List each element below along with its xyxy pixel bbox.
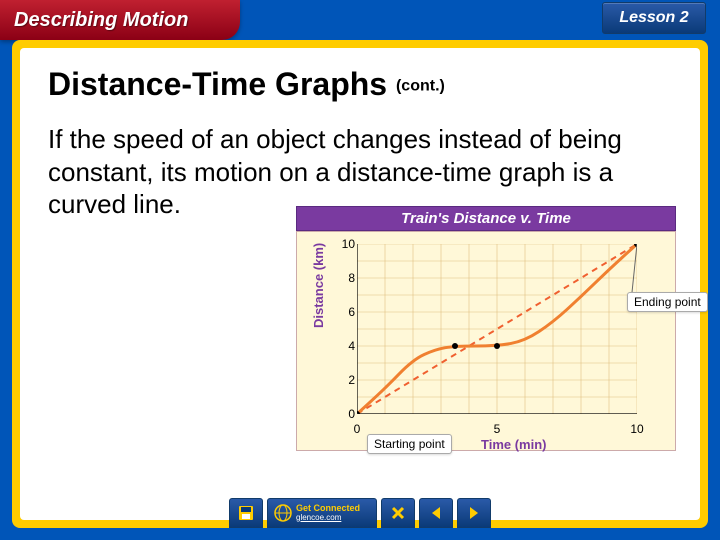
lesson-badge: Lesson 2 (602, 2, 706, 34)
close-icon (390, 505, 406, 521)
content-area: Distance-Time Graphs (cont.) If the spee… (20, 48, 700, 520)
save-icon (237, 505, 255, 521)
xtick: 5 (494, 422, 501, 436)
chart-svg (357, 244, 637, 414)
chart-xlabel: Time (min) (481, 437, 547, 452)
ytick: 2 (341, 373, 355, 387)
page-title: Distance-Time Graphs (cont.) (48, 66, 672, 103)
ytick: 6 (341, 305, 355, 319)
chart-ylabel: Distance (km) (311, 243, 326, 328)
connect-url: glencoe.com (296, 514, 360, 522)
title-text: Distance-Time Graphs (48, 66, 387, 102)
chart-body: Distance (km) 0246810 0510 Tim (296, 231, 676, 451)
slide-root: Describing Motion Lesson 2 Distance-Time… (0, 0, 720, 540)
nav-bar: Get Connected glencoe.com (229, 488, 491, 528)
next-button[interactable] (457, 498, 491, 528)
lesson-label: Lesson 2 (619, 9, 688, 27)
chart-plot: Distance (km) 0246810 0510 Tim (331, 238, 671, 448)
ytick: 10 (341, 237, 355, 251)
outer-frame: Distance-Time Graphs (cont.) If the spee… (12, 40, 708, 528)
callout-starting-point: Starting point (367, 434, 452, 454)
ytick: 8 (341, 271, 355, 285)
chart: Train's Distance v. Time Distance (km) (296, 206, 676, 451)
ytick: 0 (341, 407, 355, 421)
xtick: 10 (630, 422, 643, 436)
xtick: 0 (354, 422, 361, 436)
chapter-title: Describing Motion (14, 9, 188, 32)
title-suffix: (cont.) (396, 78, 445, 95)
prev-icon (428, 505, 444, 521)
save-button[interactable] (229, 498, 263, 528)
ytick: 4 (341, 339, 355, 353)
chart-title: Train's Distance v. Time (296, 206, 676, 231)
chapter-header: Describing Motion (0, 0, 240, 40)
prev-button[interactable] (419, 498, 453, 528)
connect-button[interactable]: Get Connected glencoe.com (267, 498, 377, 528)
close-button[interactable] (381, 498, 415, 528)
callout-ending-point: Ending point (627, 292, 708, 312)
connect-text: Get Connected glencoe.com (296, 504, 360, 522)
connect-icon (274, 504, 292, 522)
next-icon (466, 505, 482, 521)
